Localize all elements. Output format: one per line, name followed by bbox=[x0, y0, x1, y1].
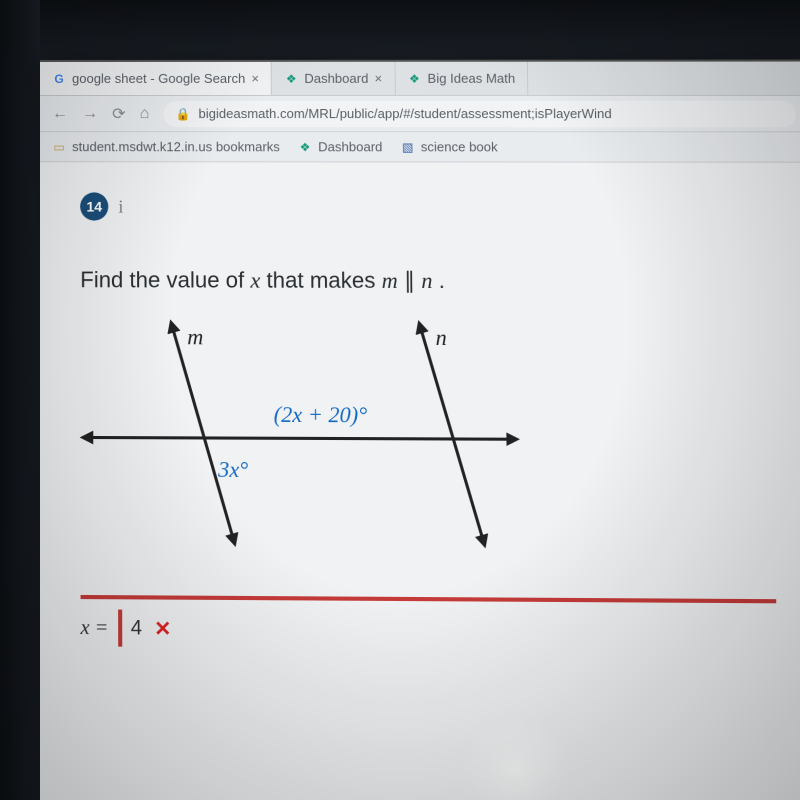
svg-text:(2x + 20)°: (2x + 20)° bbox=[274, 402, 368, 428]
bookmark-item[interactable]: ❖ Dashboard bbox=[298, 139, 383, 154]
forward-icon[interactable]: → bbox=[82, 105, 98, 123]
photo-background-top bbox=[0, 0, 800, 60]
geometry-diagram: m n (2x + 20)° 3x° bbox=[86, 326, 514, 542]
var-m: m bbox=[382, 268, 398, 293]
question-prompt: Find the value of x that makes m ∥ n . bbox=[80, 267, 770, 295]
close-tab-icon[interactable]: × bbox=[374, 71, 382, 86]
wrong-icon: ✕ bbox=[154, 615, 171, 641]
svg-text:n: n bbox=[435, 325, 446, 350]
browser-tab[interactable]: ❖ Big Ideas Math bbox=[395, 62, 528, 95]
question-number-badge: 14 bbox=[80, 192, 108, 220]
clever-icon: ❖ bbox=[298, 140, 312, 154]
url-text: bigideasmath.com/MRL/public/app/#/studen… bbox=[199, 106, 612, 121]
parallel-symbol: ∥ bbox=[398, 268, 422, 293]
svg-text:3x°: 3x° bbox=[217, 456, 248, 482]
svg-text:m: m bbox=[187, 324, 203, 349]
address-bar[interactable]: 🔒 bigideasmath.com/MRL/public/app/#/stud… bbox=[163, 100, 796, 126]
tab-title: Dashboard bbox=[304, 71, 368, 86]
answer-input-wrap: 4 ✕ bbox=[118, 610, 171, 647]
photo-background-left bbox=[0, 0, 40, 800]
camera-flare bbox=[459, 713, 574, 800]
answer-area: x = 4 ✕ bbox=[81, 595, 778, 651]
answer-value[interactable]: 4 bbox=[131, 616, 142, 640]
book-icon: ▧ bbox=[401, 140, 415, 154]
browser-tab[interactable]: G google sheet - Google Search × bbox=[40, 62, 272, 95]
lock-icon: 🔒 bbox=[175, 107, 190, 121]
var-x: x bbox=[250, 267, 260, 292]
bookmark-label: Dashboard bbox=[318, 139, 382, 154]
bookmark-label: student.msdwt.k12.in.us bookmarks bbox=[72, 139, 280, 154]
question-header: 14 i bbox=[80, 192, 769, 221]
prompt-text: that makes bbox=[260, 267, 382, 293]
page-content: 14 i Find the value of x that makes m ∥ … bbox=[40, 162, 800, 800]
google-favicon: G bbox=[52, 71, 66, 85]
bookmark-item[interactable]: ▧ science book bbox=[401, 139, 498, 154]
bookmark-item[interactable]: ▭ student.msdwt.k12.in.us bookmarks bbox=[52, 139, 280, 154]
home-icon[interactable]: ⌂ bbox=[140, 105, 150, 123]
clever-favicon: ❖ bbox=[284, 71, 298, 85]
info-icon[interactable]: i bbox=[118, 196, 123, 217]
laptop-screen: G google sheet - Google Search × ❖ Dashb… bbox=[40, 60, 800, 800]
back-icon[interactable]: ← bbox=[52, 105, 68, 123]
browser-tab[interactable]: ❖ Dashboard × bbox=[272, 62, 395, 95]
bookmarks-bar: ▭ student.msdwt.k12.in.us bookmarks ❖ Da… bbox=[40, 132, 800, 163]
tab-title: Big Ideas Math bbox=[427, 71, 515, 86]
bigideas-favicon: ❖ bbox=[407, 71, 421, 85]
answer-lhs: x = bbox=[81, 616, 109, 640]
browser-toolbar: ← → ⟳ ⌂ 🔒 bigideasmath.com/MRL/public/ap… bbox=[40, 96, 800, 132]
var-n: n bbox=[421, 268, 432, 293]
browser-tab-strip: G google sheet - Google Search × ❖ Dashb… bbox=[40, 62, 800, 96]
prompt-text: . bbox=[432, 268, 445, 293]
reload-icon[interactable]: ⟳ bbox=[112, 104, 125, 124]
tab-title: google sheet - Google Search bbox=[72, 71, 245, 86]
bookmark-label: science book bbox=[421, 139, 498, 154]
close-tab-icon[interactable]: × bbox=[251, 71, 259, 86]
prompt-text: Find the value of bbox=[80, 267, 250, 293]
folder-icon: ▭ bbox=[52, 140, 66, 154]
